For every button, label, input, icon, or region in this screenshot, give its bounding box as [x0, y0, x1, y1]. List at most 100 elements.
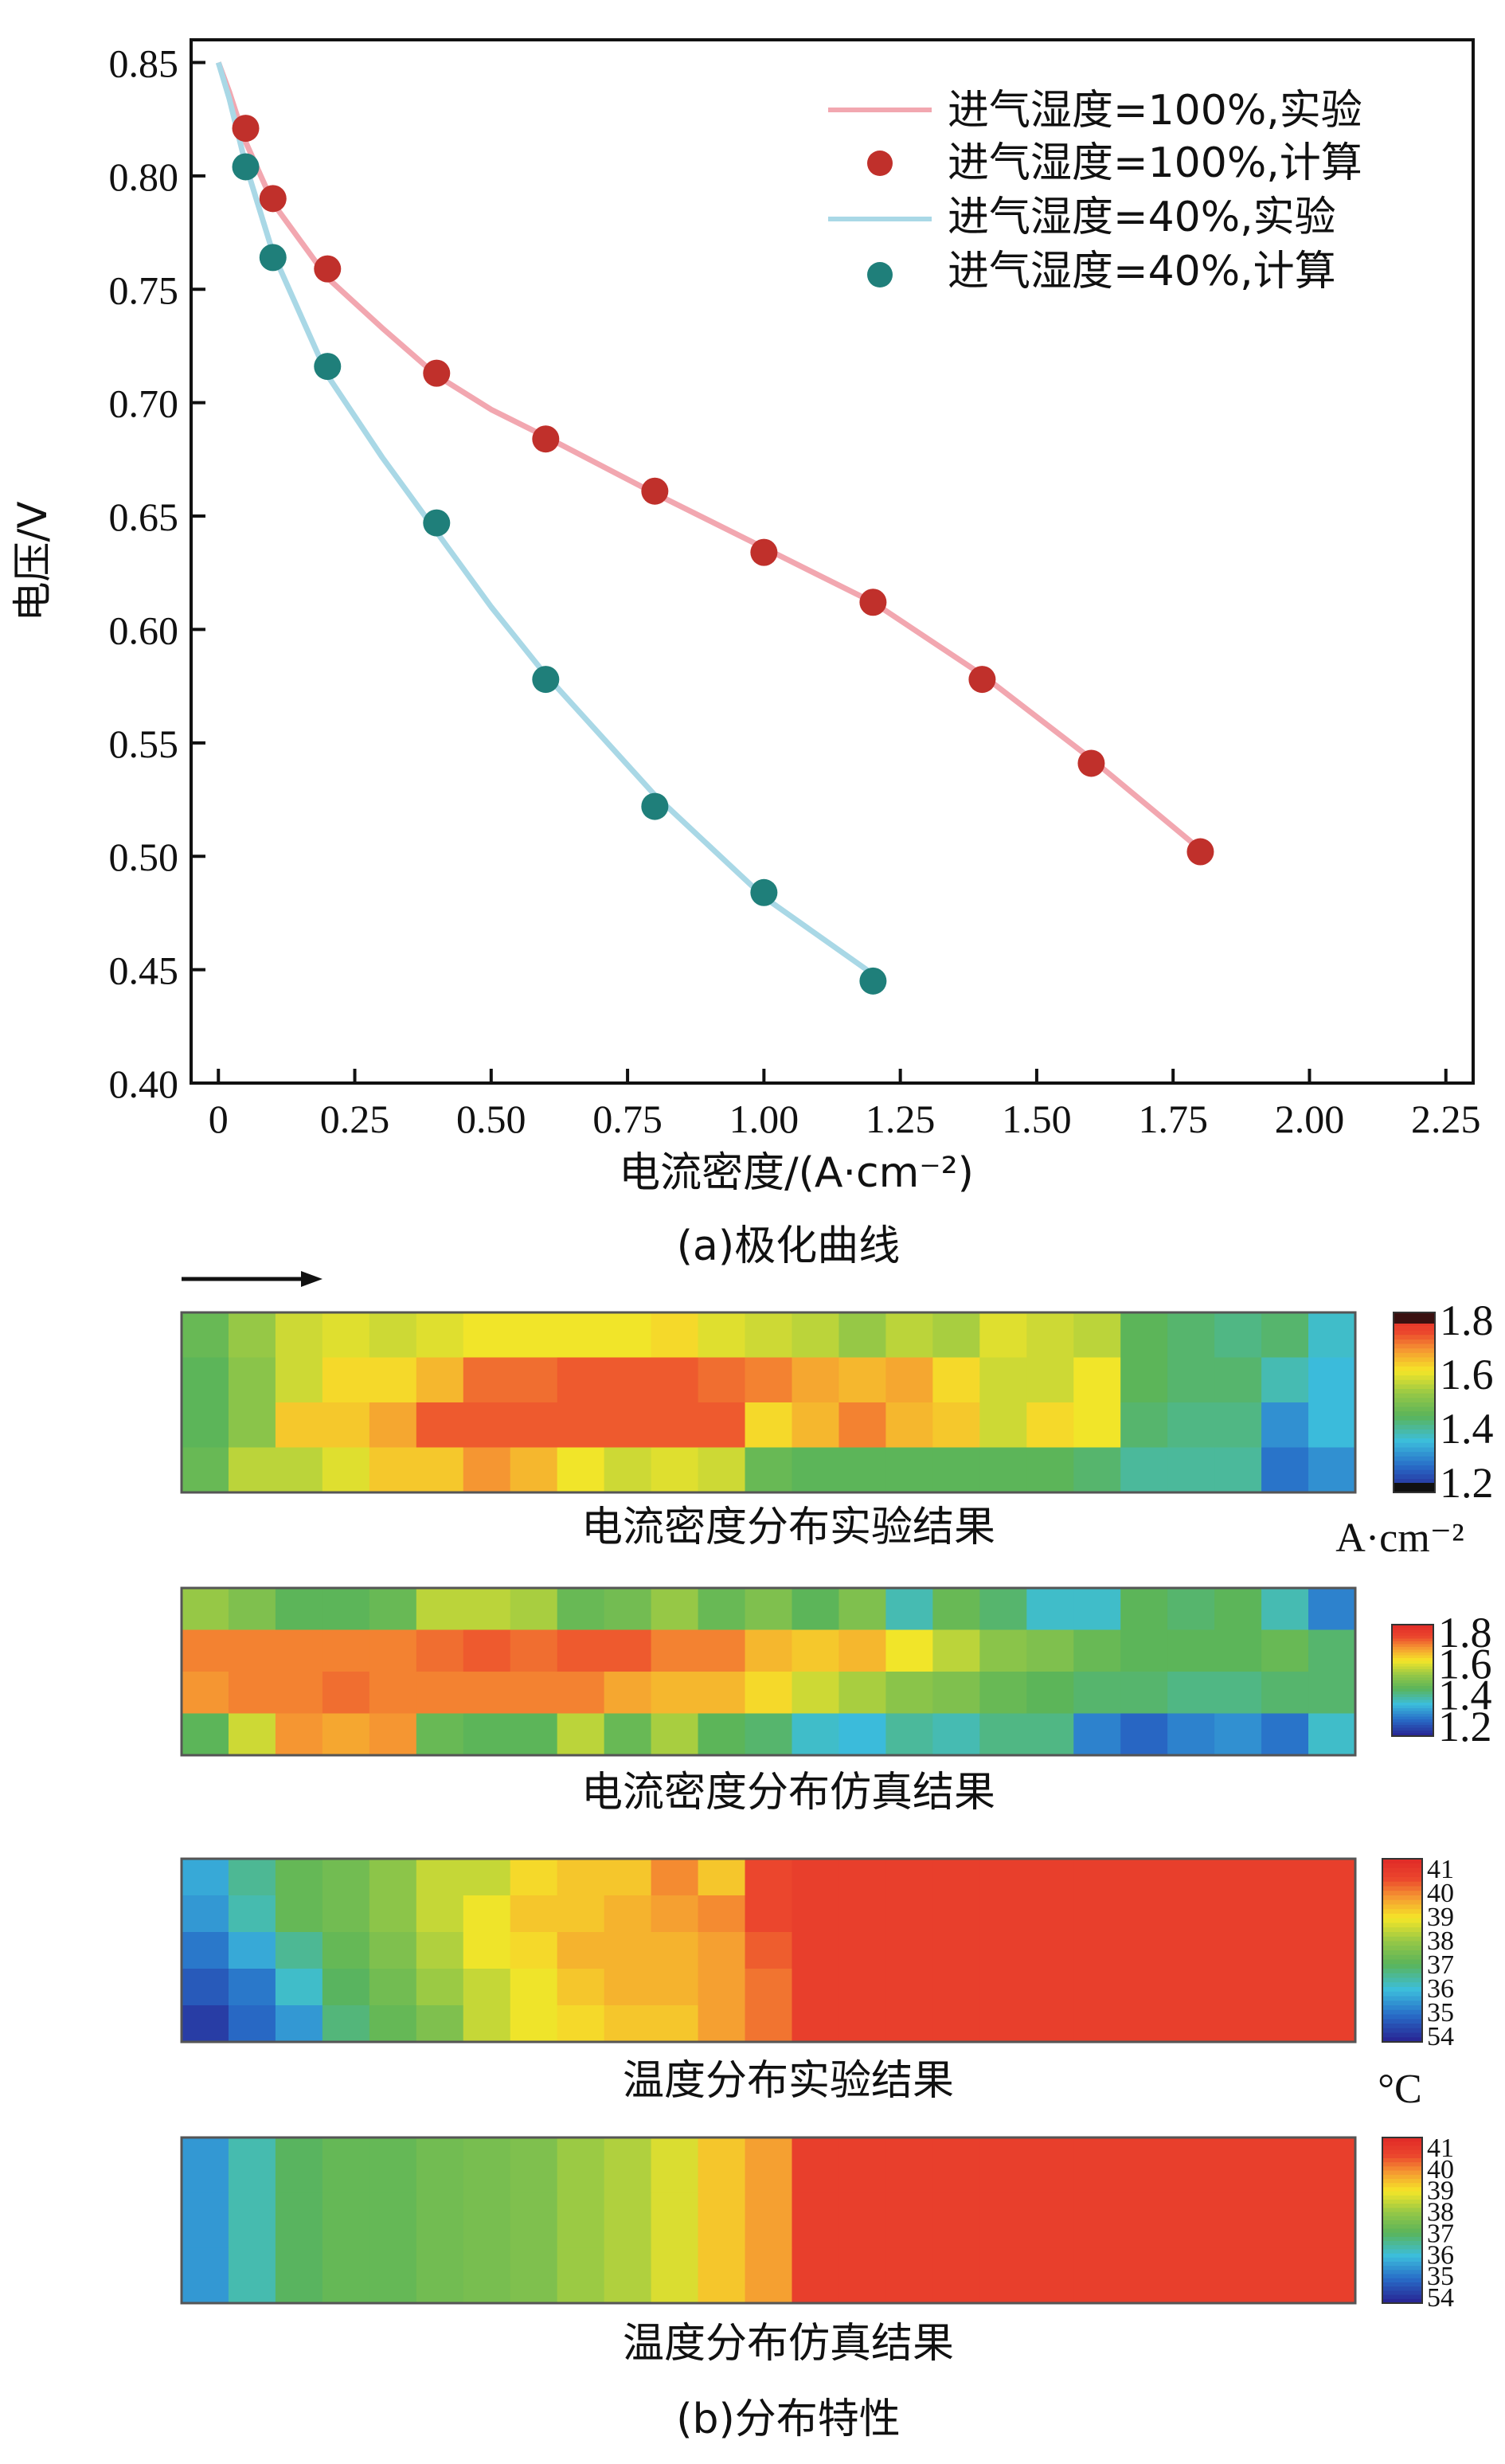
colorbar-segment [1392, 1641, 1433, 1645]
colorbar-segment [1382, 1959, 1422, 1965]
heatmap-cell [322, 1672, 370, 1715]
heatmap-cell [322, 1402, 370, 1449]
heatmap-cell [463, 2137, 511, 2194]
heatmap-cell [1261, 1629, 1309, 1672]
heatmap-cell [932, 1895, 981, 1933]
heatmap-cell [463, 1447, 511, 1493]
heatmap-cell [416, 1588, 464, 1631]
heatmap-cell [932, 1402, 981, 1449]
colorbar-segment [1394, 1384, 1435, 1390]
heatmap-cell [1167, 1859, 1215, 1896]
heatmap-cell [604, 1402, 652, 1449]
heatmap-cell [1120, 1969, 1168, 2006]
colorbar-segment [1382, 2241, 1422, 2246]
heatmap-cell [745, 1402, 793, 1449]
heatmap-cell [792, 2005, 840, 2043]
colorbar-segment [1394, 1398, 1435, 1403]
series-points [232, 115, 1214, 995]
x-tick-label: 1.75 [1138, 1097, 1208, 1141]
colorbar-tick-label: 37 [1427, 1950, 1454, 1980]
heatmap-cell [463, 1713, 511, 1756]
heatmap-cell [1120, 1672, 1168, 1715]
heatmap-cell [885, 2137, 934, 2194]
colorbar-segment [1382, 1914, 1422, 1919]
heatmap-cell [698, 1932, 746, 1969]
colorbar-segment [1392, 1680, 1433, 1684]
y-tick-label: 0.50 [109, 835, 179, 879]
heatmap-cell [1026, 1895, 1075, 1933]
heatmap-cell [979, 1932, 1028, 1969]
heatmap-cell [604, 1629, 652, 1672]
colorbar-segment [1382, 1996, 1422, 2002]
heatmap-cell [979, 1402, 1028, 1449]
heatmap-cell [1261, 1312, 1309, 1359]
heatmap-cell [838, 1969, 887, 2006]
heatmap-cell [182, 2247, 229, 2304]
data-point-1 [232, 115, 260, 143]
colorbar-segment [1382, 1936, 1422, 1942]
heatmap-cell [369, 1895, 417, 1933]
heatmap-cell [932, 1672, 981, 1715]
heatmap-cell [322, 1859, 370, 1896]
heatmap-cell [275, 1859, 323, 1896]
heatmap-cell [1308, 2137, 1356, 2194]
heatmap-cell [792, 1312, 840, 1359]
heatmap-cell [228, 2192, 276, 2249]
heatmap-cell [698, 1969, 746, 2006]
heatmap-cell [1073, 2137, 1121, 2194]
colorbar-segment [1394, 1411, 1435, 1417]
heatmap-cell [838, 2192, 887, 2249]
heatmap-cell [275, 1713, 323, 1756]
heatmap-cell [463, 1969, 511, 2006]
heatmap-cell [228, 1895, 276, 1933]
heatmap-cell [885, 1895, 934, 1933]
heatmap-cell [228, 1859, 276, 1896]
heatmap-cell [792, 1672, 840, 1715]
colorbar-segment [1382, 1899, 1422, 1906]
heatmap-cell [182, 1859, 229, 1896]
colorbar-segment [1394, 1479, 1435, 1484]
heatmap-cell [416, 1895, 464, 1933]
colorbar-segment [1392, 1630, 1433, 1634]
data-point-1 [750, 538, 778, 566]
heatmap-cell [932, 1859, 981, 1896]
x-tick-label: 2.25 [1411, 1097, 1481, 1141]
colorbar-segment [1394, 1456, 1435, 1462]
heatmap-border [180, 2136, 1357, 2305]
heatmap-cell [698, 2192, 746, 2249]
heatmap-cell [1073, 1447, 1121, 1493]
colorbar-segment [1392, 1692, 1433, 1695]
colorbar-segment [1394, 1343, 1435, 1349]
heatmap-cell [792, 1447, 840, 1493]
heatmap-cell [1167, 1357, 1215, 1403]
heatmap-cell [557, 2005, 605, 2043]
x-tick-label: 1.00 [729, 1097, 799, 1141]
heatmap-cell [885, 1969, 934, 2006]
colorbar-segment [1394, 1321, 1435, 1327]
colorbar-segment [1394, 1362, 1435, 1367]
heatmap-cell [1167, 1672, 1215, 1715]
heatmap-cell [1073, 2005, 1121, 2043]
heatmap-cell [885, 1629, 934, 1672]
heatmap-cell [932, 1969, 981, 2006]
colorbar-tick-label: 41 [1427, 2134, 1454, 2163]
colorbar-segment [1394, 1415, 1435, 1422]
heatmap-cell [1308, 1402, 1356, 1449]
heatmap-cell [651, 1713, 699, 1756]
colorbar-segment [1382, 1922, 1422, 1929]
colorbar-tick-label: 36 [1427, 1974, 1454, 2004]
colorbar-tick-label: 39 [1427, 2177, 1454, 2206]
heatmap-cell [510, 1312, 558, 1359]
legend-marker-humid100-calc [867, 151, 893, 176]
heatmap-cell [1308, 1859, 1356, 1896]
heatmap-cell [932, 1447, 981, 1493]
heatmap-cell [416, 1859, 464, 1896]
heatmap-cell [1120, 1713, 1168, 1756]
heatmap-cell [369, 1969, 417, 2006]
heatmap-caption: 电流密度分布仿真结果 [581, 1769, 995, 1817]
heatmap-cell [1026, 1357, 1075, 1403]
heatmap-cell [369, 1357, 417, 1403]
heatmap-cell [932, 1629, 981, 1672]
heatmap-cell [275, 1402, 323, 1449]
heatmap-cell [557, 1357, 605, 1403]
